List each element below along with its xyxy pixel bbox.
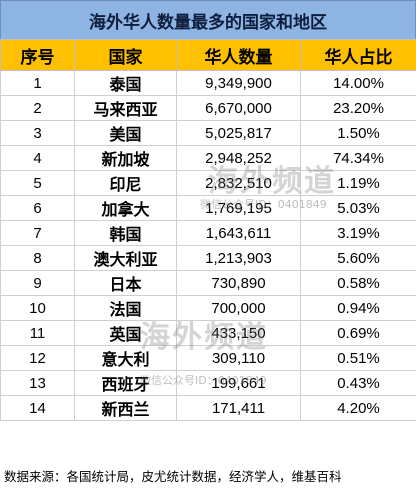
header-population: 华人数量 [176, 39, 301, 71]
share-cell: 1.19% [300, 170, 416, 196]
rank-cell: 6 [0, 195, 75, 221]
population-cell: 433,150 [176, 320, 301, 346]
country-cell: 新西兰 [74, 395, 177, 421]
country-cell: 加拿大 [74, 195, 177, 221]
rank-cell: 12 [0, 345, 75, 371]
country-cell: 西班牙 [74, 370, 177, 396]
header-share: 华人占比 [300, 39, 416, 71]
population-cell: 171,411 [176, 395, 301, 421]
table-row: 14 新西兰 171,411 4.20% [0, 395, 416, 421]
share-cell: 0.58% [300, 270, 416, 296]
population-cell: 9,349,900 [176, 70, 301, 96]
table-row: 5 印尼 2,832,510 1.19% [0, 170, 416, 196]
share-cell: 1.50% [300, 120, 416, 146]
population-cell: 6,670,000 [176, 95, 301, 121]
table-row: 11 英国 433,150 0.69% [0, 320, 416, 346]
table-row: 2 马来西亚 6,670,000 23.20% [0, 95, 416, 121]
population-cell: 1,769,195 [176, 195, 301, 221]
header-rank: 序号 [0, 39, 75, 71]
population-cell: 199,661 [176, 370, 301, 396]
table-row: 9 日本 730,890 0.58% [0, 270, 416, 296]
table-row: 8 澳大利亚 1,213,903 5.60% [0, 245, 416, 271]
rank-cell: 10 [0, 295, 75, 321]
country-cell: 韩国 [74, 220, 177, 246]
country-cell: 印尼 [74, 170, 177, 196]
rank-cell: 4 [0, 145, 75, 171]
country-cell: 法国 [74, 295, 177, 321]
rank-cell: 8 [0, 245, 75, 271]
country-cell: 马来西亚 [74, 95, 177, 121]
population-cell: 1,213,903 [176, 245, 301, 271]
share-cell: 0.51% [300, 345, 416, 371]
rank-cell: 14 [0, 395, 75, 421]
rank-cell: 13 [0, 370, 75, 396]
population-cell: 2,948,252 [176, 145, 301, 171]
country-cell: 新加坡 [74, 145, 177, 171]
table-row: 10 法国 700,000 0.94% [0, 295, 416, 321]
population-cell: 700,000 [176, 295, 301, 321]
rank-cell: 5 [0, 170, 75, 196]
header-row: 序号 国家 华人数量 华人占比 [0, 39, 416, 71]
population-cell: 1,643,611 [176, 220, 301, 246]
share-cell: 5.03% [300, 195, 416, 221]
rank-cell: 2 [0, 95, 75, 121]
country-cell: 意大利 [74, 345, 177, 371]
population-cell: 730,890 [176, 270, 301, 296]
country-cell: 日本 [74, 270, 177, 296]
table-row: 1 泰国 9,349,900 14.00% [0, 70, 416, 96]
country-cell: 美国 [74, 120, 177, 146]
table-title: 海外华人数量最多的国家和地区 [0, 0, 416, 40]
header-country: 国家 [74, 39, 177, 71]
rank-cell: 3 [0, 120, 75, 146]
table-row: 6 加拿大 1,769,195 5.03% [0, 195, 416, 221]
rank-cell: 7 [0, 220, 75, 246]
share-cell: 0.43% [300, 370, 416, 396]
share-cell: 14.00% [300, 70, 416, 96]
table-row: 3 美国 5,025,817 1.50% [0, 120, 416, 146]
country-cell: 泰国 [74, 70, 177, 96]
rank-cell: 11 [0, 320, 75, 346]
population-cell: 5,025,817 [176, 120, 301, 146]
data-source-note: 数据来源：各国统计局，皮尤统计数据，经济学人，维基百科 [4, 469, 342, 484]
share-cell: 4.20% [300, 395, 416, 421]
rank-cell: 1 [0, 70, 75, 96]
table-row: 7 韩国 1,643,611 3.19% [0, 220, 416, 246]
population-cell: 2,832,510 [176, 170, 301, 196]
country-cell: 澳大利亚 [74, 245, 177, 271]
country-cell: 英国 [74, 320, 177, 346]
population-cell: 309,110 [176, 345, 301, 371]
share-cell: 23.20% [300, 95, 416, 121]
share-cell: 3.19% [300, 220, 416, 246]
share-cell: 74.34% [300, 145, 416, 171]
share-cell: 0.94% [300, 295, 416, 321]
rank-cell: 9 [0, 270, 75, 296]
share-cell: 0.69% [300, 320, 416, 346]
table-row: 12 意大利 309,110 0.51% [0, 345, 416, 371]
share-cell: 5.60% [300, 245, 416, 271]
table-row: 4 新加坡 2,948,252 74.34% [0, 145, 416, 171]
population-table: 序号 国家 华人数量 华人占比 1 泰国 9,349,900 14.00% 2 马来西亚 6… [0, 39, 416, 421]
table-row: 13 西班牙 199,661 0.43% [0, 370, 416, 396]
table-body: 1 泰国 9,349,900 14.00% 2 马来西亚 6,670,000 23.20% 3 美… [0, 70, 416, 421]
